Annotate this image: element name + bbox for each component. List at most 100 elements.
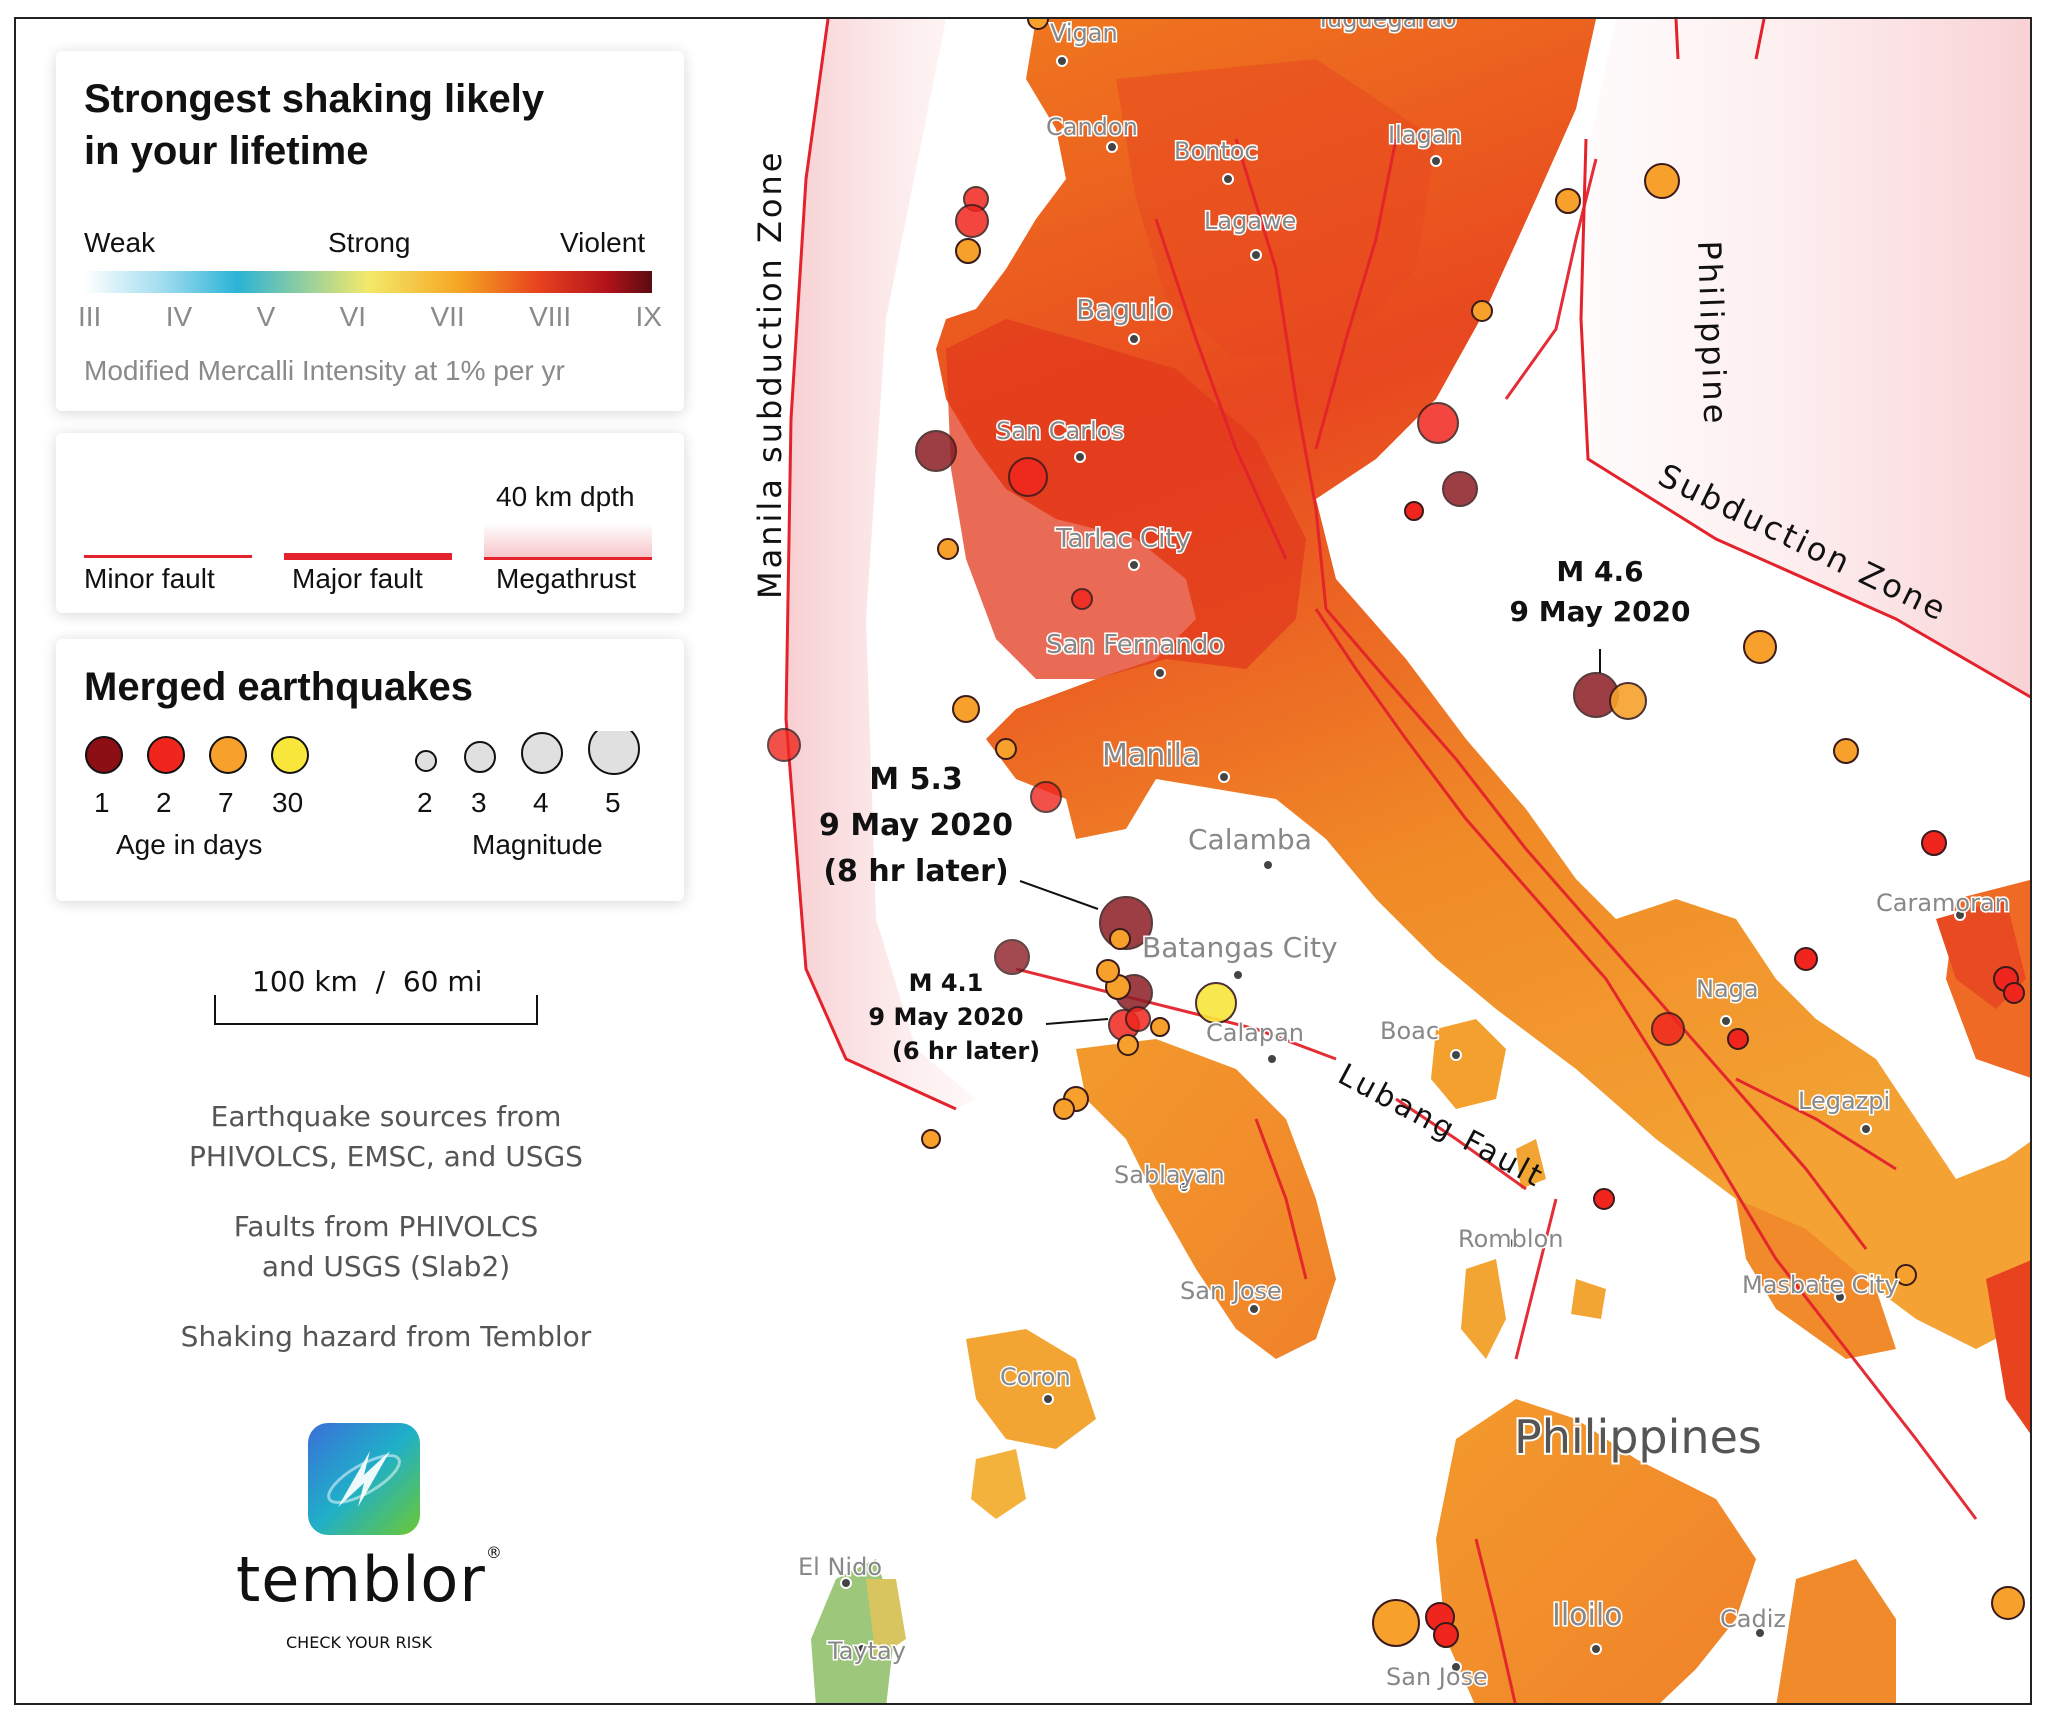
quake-marker (995, 738, 1017, 760)
luzon-island (936, 19, 2030, 1349)
age-circle-2 (147, 736, 185, 774)
intensity-color-ramp (84, 271, 652, 293)
credit-line: PHIVOLCS, EMSC, and USGS (189, 1140, 583, 1173)
mag-label: 5 (605, 787, 621, 818)
quake-marker (1644, 163, 1680, 199)
quake-marker (1125, 1006, 1151, 1032)
credit-line: and USGS (Slab2) (261, 1250, 511, 1283)
city-label: San Carlos (996, 417, 1124, 445)
mag-label: 2 (417, 787, 433, 818)
age-circle-7 (209, 736, 247, 774)
mmi-tick: IX (635, 301, 662, 332)
fault-legend: 40 km dpth Minor fault Major fault Megat… (56, 433, 684, 613)
city-label: Calamba (1188, 823, 1312, 856)
mag-circle-2 (415, 750, 437, 772)
mmi-tick: III (78, 301, 102, 332)
quake-marker (1921, 830, 1947, 856)
mmi-tick: VII (430, 301, 465, 332)
temblor-wordmark: temblor® (236, 1543, 503, 1616)
city-label: Tuguegarao (1315, 19, 1457, 33)
quake-marker (1008, 457, 1048, 497)
trademark-symbol: ® (485, 1543, 503, 1562)
quake-marker (1096, 959, 1120, 983)
mag-label: 3 (471, 787, 487, 818)
city-label: Cadiz (1720, 1605, 1786, 1633)
quake-marker (1117, 1034, 1139, 1056)
quake-marker (1027, 19, 1049, 30)
minor-fault-swatch (84, 555, 252, 558)
city-label: Baguio (1076, 293, 1173, 326)
age-label: 30 (272, 787, 304, 818)
city-label: Ilagan (1388, 121, 1462, 149)
credit-line: Earthquake sources from (210, 1100, 562, 1133)
city-label: Lagawe (1204, 207, 1296, 235)
temblor-tagline: CHECK YOUR RISK (286, 1633, 432, 1652)
mmi-tick: V (256, 301, 276, 332)
country-label: Philippines (1514, 1410, 1762, 1464)
earthquake-legend: Merged earthquakes 1 2 7 30 2 3 4 5 Age … (56, 639, 684, 901)
philippine-trench-band (1578, 19, 2030, 697)
depth-label: 40 km dpth (496, 481, 635, 512)
major-fault-label: Major fault (292, 563, 423, 594)
credits-hazard: Shaking hazard from Temblor (136, 1317, 636, 1357)
city-label: Romblon (1458, 1225, 1563, 1253)
quake-marker (1471, 300, 1493, 322)
mag-label: 4 (533, 787, 549, 818)
m53-note: (8 hr later) (823, 854, 1008, 889)
city-label: Candon (1046, 113, 1138, 141)
megathrust-label: Megathrust (496, 563, 637, 594)
quake-marker (1071, 588, 1093, 610)
quake-marker (952, 695, 980, 723)
city-label: Caramoran (1876, 889, 2010, 917)
negros-fragment (1776, 1559, 1896, 1703)
mindoro-island (1076, 1039, 1336, 1359)
m41-label: M 4.1 (909, 969, 984, 997)
quake-marker (1053, 1098, 1075, 1120)
label-strong: Strong (328, 227, 411, 258)
m53-date: 9 May 2020 (819, 808, 1013, 843)
quake-marker (1109, 928, 1131, 950)
quake-marker (955, 238, 981, 264)
city-label: Manila (1102, 738, 1200, 773)
intensity-legend: Strongest shaking likely in your lifetim… (56, 51, 684, 411)
shaking-hazard-map: Vigan Tuguegarao Candon Bontoc Ilagan La… (751, 19, 2030, 1703)
quake-marker (2003, 982, 2025, 1004)
quake-marker (994, 939, 1030, 975)
credit-line: Shaking hazard from Temblor (180, 1320, 592, 1353)
legend-title-line1: Strongest shaking likely (84, 77, 545, 121)
age-circle-30 (271, 736, 309, 774)
minor-fault-label: Minor fault (84, 563, 215, 594)
masbate-island (1736, 1199, 1896, 1359)
label-weak: Weak (84, 227, 156, 258)
credit-line: Faults from PHIVOLCS (233, 1210, 539, 1243)
quake-marker (921, 1129, 941, 1149)
city-label: Sablayan (1114, 1161, 1225, 1189)
mmi-tick: VI (339, 301, 367, 332)
city-label: Calapan (1206, 1019, 1304, 1047)
logo-mark-icon (327, 1451, 401, 1507)
quake-marker (1442, 471, 1478, 507)
city-label: Vigan (1050, 19, 1118, 47)
magnitude-caption: Magnitude (472, 829, 603, 860)
quake-marker (767, 728, 801, 762)
quake-marker (1417, 402, 1459, 444)
quake-marker (1743, 630, 1777, 664)
city-label: Bontoc (1174, 137, 1258, 165)
city-label: Boac (1380, 1017, 1439, 1045)
credits-faults: Faults from PHIVOLCS and USGS (Slab2) (136, 1207, 636, 1287)
quake-marker (1609, 682, 1647, 720)
scale-bar-label: 100 km / 60 mi (252, 965, 483, 998)
age-caption: Age in days (116, 829, 263, 860)
quake-marker (1195, 982, 1237, 1024)
quake-marker (1555, 188, 1581, 214)
age-label: 2 (156, 787, 172, 818)
city-markers (840, 55, 1966, 1673)
quake-marker (1404, 501, 1424, 521)
quake-marker (1150, 1017, 1170, 1037)
city-label: Tarlac City (1055, 524, 1191, 554)
credits-sources: Earthquake sources from PHIVOLCS, EMSC, … (136, 1097, 636, 1177)
label-violent: Violent (560, 227, 646, 258)
quakes-title: Merged earthquakes (84, 665, 474, 709)
m41-note: (6 hr later) (892, 1037, 1040, 1065)
quake-marker (1991, 1586, 2025, 1620)
